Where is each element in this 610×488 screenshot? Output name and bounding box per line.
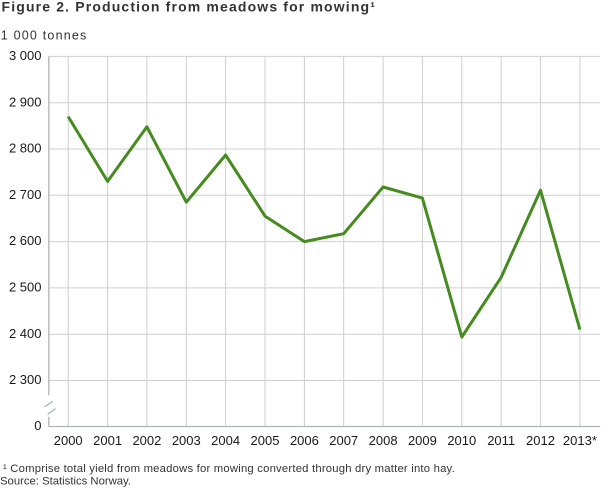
svg-text:2009: 2009 xyxy=(408,433,437,448)
svg-text:2006: 2006 xyxy=(290,433,319,448)
svg-text:2005: 2005 xyxy=(251,433,280,448)
svg-text:2010: 2010 xyxy=(447,433,476,448)
svg-text:2 800: 2 800 xyxy=(9,141,42,156)
svg-text:0: 0 xyxy=(34,418,41,433)
svg-text:2013*: 2013* xyxy=(563,433,597,448)
svg-text:2 600: 2 600 xyxy=(9,233,42,248)
svg-text:2004: 2004 xyxy=(211,433,240,448)
svg-text:2007: 2007 xyxy=(329,433,358,448)
svg-text:2 500: 2 500 xyxy=(9,280,42,295)
svg-text:2 700: 2 700 xyxy=(9,187,42,202)
svg-text:2 900: 2 900 xyxy=(9,94,42,109)
svg-text:2003: 2003 xyxy=(172,433,201,448)
svg-text:2000: 2000 xyxy=(54,433,83,448)
svg-text:Source: Statistics Norway.: Source: Statistics Norway. xyxy=(0,475,131,487)
svg-text:2 400: 2 400 xyxy=(9,326,42,341)
svg-text:2002: 2002 xyxy=(132,433,161,448)
svg-text:2 300: 2 300 xyxy=(9,372,42,387)
svg-text:Figure 2. Production from mead: Figure 2. Production from meadows for mo… xyxy=(2,0,377,15)
svg-text:2012: 2012 xyxy=(526,433,555,448)
svg-text:¹ Comprise total yield from me: ¹ Comprise total yield from meadows for … xyxy=(3,463,455,475)
svg-text:1 000 tonnes: 1 000 tonnes xyxy=(1,28,88,42)
svg-text:2008: 2008 xyxy=(369,433,398,448)
svg-text:2011: 2011 xyxy=(487,433,515,448)
svg-text:2001: 2001 xyxy=(93,433,122,448)
svg-text:3 000: 3 000 xyxy=(9,48,42,63)
